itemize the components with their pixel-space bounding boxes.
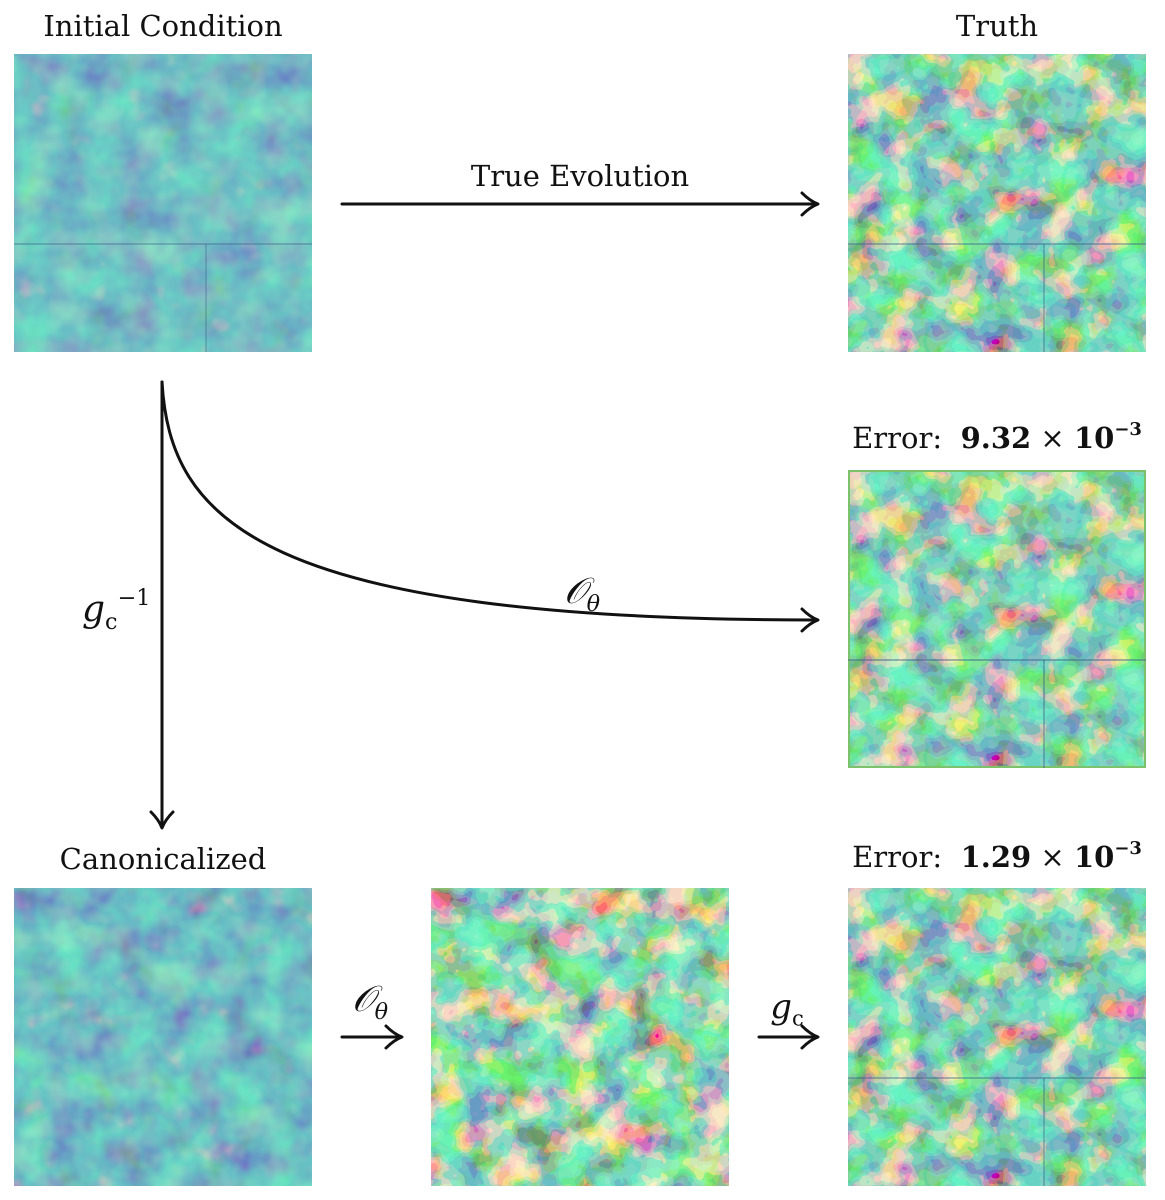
intermediate-prediction-field xyxy=(431,888,729,1186)
direct-error-label: Error: 9.32 × 10−3 xyxy=(852,419,1142,455)
truth-title: Truth xyxy=(955,9,1039,43)
final-prediction-field xyxy=(848,888,1146,1186)
final-error-exponent: −3 xyxy=(1114,838,1142,860)
true-evolution-label: True Evolution xyxy=(470,159,690,193)
direct-prediction-field xyxy=(848,470,1146,768)
operator-curve-arrow xyxy=(160,380,820,633)
operator-label-bottom: 𝒪θ xyxy=(351,979,389,1025)
canonicalized-title: Canonicalized xyxy=(59,842,267,876)
operator-label-curve: 𝒪θ xyxy=(563,571,601,617)
initial-condition-title: Initial Condition xyxy=(43,9,283,43)
true-evolution-arrow xyxy=(340,191,820,217)
initial-condition-field xyxy=(14,54,312,352)
final-error-mantissa: 1.29 xyxy=(960,840,1032,874)
final-error-label: Error: 1.29 × 10−3 xyxy=(852,838,1142,874)
inverse-canonicalization-arrow xyxy=(149,380,175,830)
inverse-g-label: gc−1 xyxy=(82,584,151,635)
direct-error-exponent: −3 xyxy=(1114,419,1142,441)
canonicalized-field xyxy=(14,888,312,1186)
bottom-operator-arrow xyxy=(340,1024,404,1050)
g-label: gc xyxy=(770,987,804,1031)
truth-field xyxy=(848,54,1146,352)
direct-error-mantissa: 9.32 xyxy=(960,421,1032,455)
canonicalization-arrow xyxy=(757,1024,820,1050)
